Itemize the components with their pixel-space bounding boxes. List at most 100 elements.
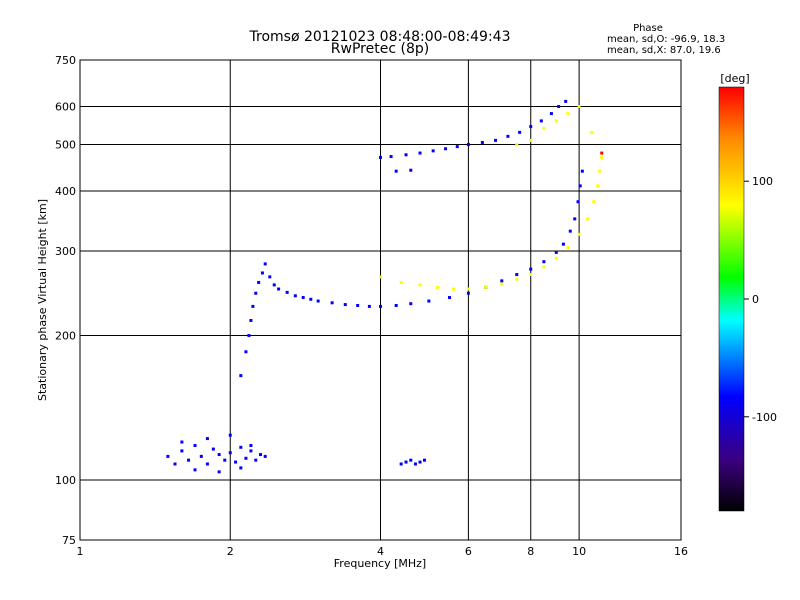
data-point [573, 217, 577, 221]
data-point [518, 130, 522, 134]
data-point [578, 184, 582, 188]
data-point [554, 119, 558, 123]
data-point [249, 444, 253, 448]
data-point [515, 273, 519, 277]
data-point [480, 140, 484, 144]
data-point [239, 374, 243, 378]
data-point [592, 200, 596, 204]
y-tick-label: 200 [55, 330, 76, 343]
data-point [539, 119, 543, 123]
data-point [448, 296, 452, 300]
data-point [444, 147, 448, 151]
data-point [435, 285, 439, 289]
x-tick-label: 2 [227, 545, 234, 558]
data-point [228, 433, 232, 437]
data-point [379, 304, 382, 308]
data-point [580, 169, 584, 173]
x-tick-label: 6 [465, 545, 472, 558]
data-point [500, 279, 504, 283]
chart-title: Tromsø 20121023 08:48:00-08:49:43 [249, 29, 511, 45]
colorbar-tick-label: 100 [752, 175, 773, 188]
data-point [343, 303, 347, 307]
data-point [180, 449, 184, 453]
phase-o-stats: mean, sd,O: -96.9, 18.3 [607, 34, 725, 45]
data-point [244, 456, 248, 460]
data-point [263, 454, 267, 458]
y-tick-label: 500 [55, 139, 76, 152]
data-point [561, 242, 565, 246]
x-tick-label: 16 [674, 545, 688, 558]
y-tick-label: 75 [62, 534, 76, 547]
data-point [529, 273, 533, 277]
data-point [293, 294, 297, 298]
data-points [166, 99, 604, 474]
data-point [549, 112, 553, 116]
data-point [247, 334, 251, 338]
x-axis-label: Frequency [MHz] [334, 557, 426, 570]
data-point [566, 246, 570, 250]
data-point [506, 134, 510, 138]
data-point [166, 454, 170, 458]
data-point [529, 138, 533, 142]
data-point [542, 260, 546, 264]
data-point [356, 303, 360, 307]
data-point [251, 304, 255, 308]
data-point [244, 350, 248, 354]
data-point [239, 445, 243, 449]
data-point [500, 282, 504, 286]
data-point [564, 99, 568, 103]
data-point [466, 287, 470, 291]
data-point [254, 458, 258, 462]
y-tick-label: 300 [55, 245, 76, 258]
data-point [205, 437, 209, 441]
data-point [257, 280, 261, 284]
data-point [399, 462, 403, 466]
data-point [249, 318, 253, 322]
colorbar-ticks: 100 0 -100 [744, 175, 777, 424]
data-point [277, 287, 281, 291]
colorbar-tick-label: -100 [752, 411, 777, 424]
y-axis-label: Stationary phase Virtual Height [km] [36, 199, 49, 401]
y-tick-label: 100 [55, 474, 76, 487]
data-point [455, 145, 459, 149]
data-point [554, 256, 558, 260]
data-point [413, 462, 417, 466]
data-point [173, 462, 177, 466]
data-point [394, 303, 398, 307]
x-tick-label: 8 [527, 545, 534, 558]
data-point [394, 169, 398, 173]
data-point [399, 280, 403, 284]
data-point [272, 283, 276, 287]
x-tick-label: 1 [77, 545, 84, 558]
data-point [586, 217, 590, 221]
data-point [316, 299, 320, 303]
data-point [568, 229, 572, 233]
data-point [193, 444, 197, 448]
x-tick-label: 4 [377, 545, 384, 558]
data-point [515, 143, 519, 147]
data-point [180, 440, 184, 444]
data-point [422, 458, 426, 462]
x-tick-label: 10 [572, 545, 586, 558]
data-point [409, 168, 413, 172]
data-point [205, 462, 209, 466]
data-point [228, 451, 232, 455]
data-point [577, 232, 581, 236]
data-point [542, 265, 546, 269]
data-point [451, 287, 455, 291]
data-point [409, 458, 413, 462]
colorbar-label: [deg] [720, 72, 749, 85]
data-point [557, 105, 561, 109]
data-point [418, 151, 422, 155]
data-point [217, 470, 221, 474]
data-point [379, 275, 382, 279]
phase-heading: Phase [633, 23, 663, 34]
data-point [249, 449, 253, 453]
data-point [254, 291, 258, 295]
data-point [529, 125, 533, 129]
y-tick-label: 400 [55, 185, 76, 198]
data-point [494, 138, 498, 142]
data-point [418, 283, 422, 287]
data-point [542, 126, 546, 130]
